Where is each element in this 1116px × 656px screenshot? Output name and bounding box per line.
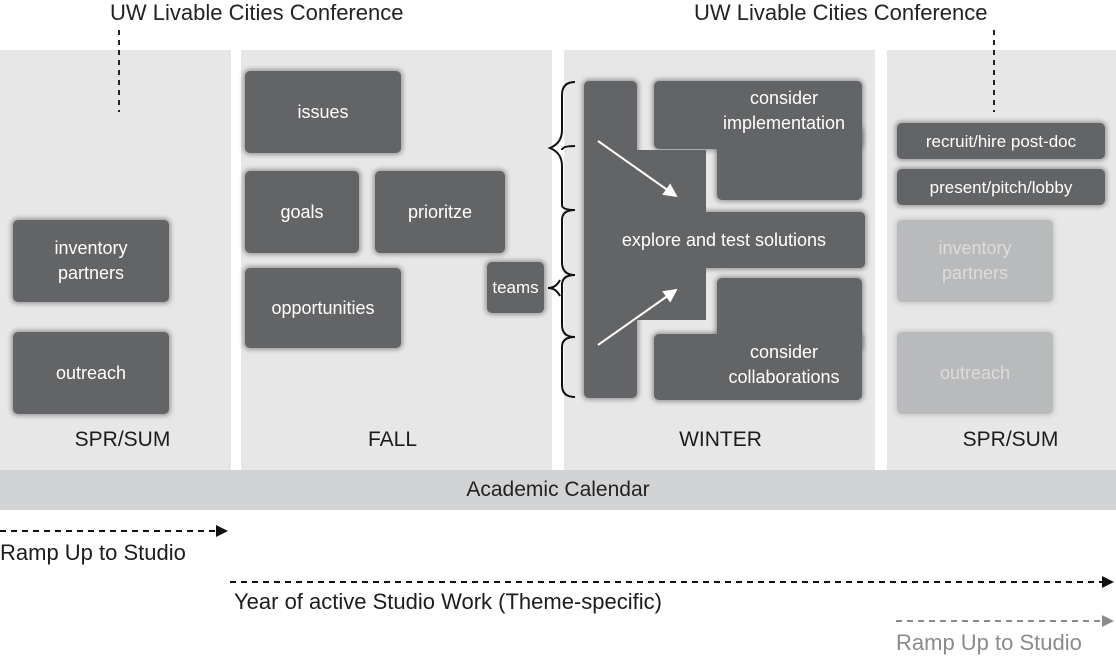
box-inventory-partners-label: inventory partners bbox=[54, 238, 128, 283]
conference-label-right: UW Livable Cities Conference bbox=[694, 0, 988, 25]
academic-calendar-label: Academic Calendar bbox=[466, 478, 650, 501]
box-teams: teams bbox=[487, 262, 544, 313]
timeline-ramp-up-2-label: Ramp Up to Studio bbox=[896, 630, 1082, 655]
box-prioritze-label: prioritze bbox=[407, 201, 473, 222]
box-inventory-partners-faded: inventory partners bbox=[897, 220, 1053, 302]
season-fall: FALL bbox=[367, 428, 418, 451]
box-outreach-faded: outreach bbox=[897, 332, 1053, 414]
box-opportunities-label: opportunities bbox=[271, 297, 375, 318]
conference-label-left: UW Livable Cities Conference bbox=[110, 0, 404, 25]
winter-implementation-stem bbox=[717, 130, 862, 200]
box-opportunities: opportunities bbox=[245, 268, 401, 348]
box-outreach-label: outreach bbox=[55, 362, 127, 383]
box-present-label: present/pitch/lobby bbox=[929, 177, 1073, 197]
timeline-ramp-up-1-label: Ramp Up to Studio bbox=[0, 540, 186, 565]
box-inventory-partners: inventory partners bbox=[13, 220, 169, 302]
box-present: present/pitch/lobby bbox=[897, 169, 1105, 205]
box-recruit: recruit/hire post-doc bbox=[897, 123, 1105, 159]
academic-calendar-bar: Academic Calendar bbox=[0, 470, 1116, 510]
season-spr-sum-1: SPR/SUM bbox=[74, 428, 171, 451]
timeline-year-active-label: Year of active Studio Work (Theme-specif… bbox=[234, 589, 662, 614]
box-recruit-label: recruit/hire post-doc bbox=[925, 131, 1077, 151]
winter-collaborations-label: consider collaborations bbox=[728, 342, 840, 387]
box-outreach-faded-label: outreach bbox=[939, 362, 1011, 383]
box-issues-label: issues bbox=[297, 101, 349, 122]
teams-brackets bbox=[547, 81, 576, 398]
box-issues: issues bbox=[245, 71, 401, 153]
box-inventory-partners-faded-label: inventory partners bbox=[938, 238, 1012, 283]
box-teams-label: teams bbox=[492, 278, 539, 297]
winter-arrow-down bbox=[597, 140, 678, 198]
winter-arrow-up bbox=[597, 288, 678, 346]
season-spr-sum-2: SPR/SUM bbox=[962, 428, 1059, 451]
winter-implementation-label: consider implementation bbox=[722, 88, 846, 133]
winter-collab-bottom bbox=[654, 334, 862, 400]
box-goals: goals bbox=[245, 171, 359, 253]
box-goals-label: goals bbox=[280, 201, 324, 222]
winter-explore-label: explore and test solutions bbox=[621, 230, 827, 250]
box-prioritze: prioritze bbox=[375, 171, 505, 253]
box-outreach: outreach bbox=[13, 332, 169, 414]
season-winter: WINTER bbox=[679, 428, 762, 451]
